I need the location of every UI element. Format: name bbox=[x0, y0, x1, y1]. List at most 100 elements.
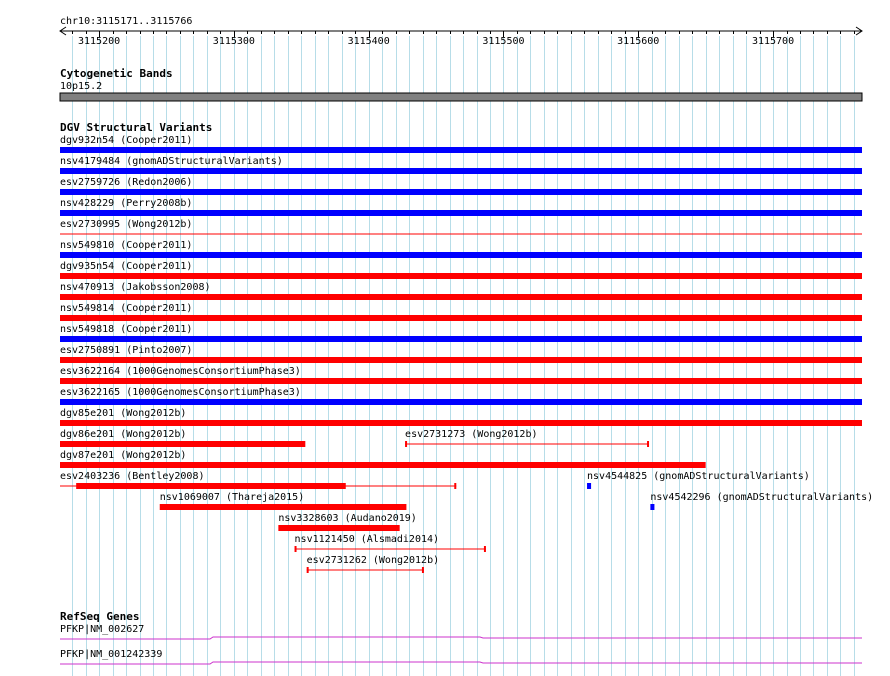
dgv-feature-bar[interactable] bbox=[60, 210, 862, 216]
dgv-feature-end-cap bbox=[647, 441, 650, 447]
region-label: chr10:3115171..3115766 bbox=[60, 16, 192, 27]
dgv-feature-bar[interactable] bbox=[60, 252, 862, 258]
dgv-feature[interactable]: dgv85e201 (Wong2012b) bbox=[60, 408, 862, 426]
dgv-feature[interactable]: dgv87e201 (Wong2012b) bbox=[60, 450, 706, 468]
dgv-feature[interactable]: nsv470913 (Jakobsson2008) bbox=[60, 282, 862, 300]
dgv-feature-label: esv2731273 (Wong2012b) bbox=[405, 429, 537, 440]
dgv-feature-label: esv2403236 (Bentley2008) bbox=[60, 471, 205, 482]
dgv-feature[interactable]: nsv4542296 (gnomADStructuralVariants) bbox=[650, 492, 873, 510]
dgv-feature[interactable]: esv2759726 (Redon2006) bbox=[60, 177, 862, 195]
dgv-feature-label: nsv1069007 (Thareja2015) bbox=[160, 492, 305, 503]
dgv-feature-label: nsv4544825 (gnomADStructuralVariants) bbox=[587, 471, 810, 482]
dgv-feature-bar[interactable] bbox=[60, 189, 862, 195]
dgv-features: dgv932n54 (Cooper2011) nsv4179484 (gnomAD… bbox=[60, 135, 873, 573]
refseq-gene-label: PFKP|NM_002627 bbox=[60, 624, 144, 635]
dgv-feature-bar[interactable] bbox=[60, 357, 862, 363]
dgv-feature[interactable]: esv2730995 (Wong2012b) bbox=[60, 219, 862, 235]
dgv-feature-bar[interactable] bbox=[650, 504, 655, 510]
grid-lines bbox=[72, 36, 855, 676]
ruler-tick-label: 3115400 bbox=[348, 36, 390, 47]
dgv-feature-bar[interactable] bbox=[60, 315, 862, 321]
ruler-right-arrow-icon[interactable] bbox=[855, 26, 863, 36]
dgv-feature-label: esv2731262 (Wong2012b) bbox=[307, 555, 439, 566]
dgv-feature-bar[interactable] bbox=[587, 483, 592, 489]
dgv-feature[interactable]: nsv1069007 (Thareja2015) bbox=[159, 492, 407, 510]
dgv-feature-end-cap bbox=[421, 567, 424, 573]
dgv-feature-label: dgv935n54 (Cooper2011) bbox=[60, 261, 192, 272]
dgv-feature[interactable]: nsv549814 (Cooper2011) bbox=[60, 303, 862, 321]
ruler-left-arrow-icon[interactable] bbox=[59, 26, 67, 36]
dgv-feature-label: nsv428229 (Perry2008b) bbox=[60, 198, 192, 209]
dgv-feature-label: dgv85e201 (Wong2012b) bbox=[60, 408, 186, 419]
ruler-tick-label: 3115600 bbox=[617, 36, 659, 47]
dgv-feature-bar[interactable] bbox=[60, 378, 862, 384]
dgv-feature-label: esv2759726 (Redon2006) bbox=[60, 177, 192, 188]
dgv-feature[interactable]: nsv549818 (Cooper2011) bbox=[60, 324, 862, 342]
dgv-feature-label: esv2730995 (Wong2012b) bbox=[60, 219, 192, 230]
dgv-feature-bar[interactable] bbox=[60, 336, 862, 342]
dgv-feature[interactable]: dgv935n54 (Cooper2011) bbox=[60, 261, 862, 279]
dgv-feature[interactable]: esv2403236 (Bentley2008) bbox=[60, 471, 457, 489]
dgv-feature-label: nsv1121450 (Alsmadi2014) bbox=[295, 534, 440, 545]
dgv-feature[interactable]: dgv86e201 (Wong2012b) bbox=[60, 429, 306, 447]
dgv-feature-bar[interactable] bbox=[60, 273, 862, 279]
dgv-feature-bar[interactable] bbox=[60, 168, 862, 174]
dgv-feature-bar[interactable] bbox=[60, 420, 862, 426]
ruler-track: chr10:3115171..3115766 3115200 3115300 311… bbox=[59, 16, 863, 47]
dgv-feature-bar[interactable] bbox=[60, 462, 706, 468]
ruler-tick-label: 3115700 bbox=[752, 36, 794, 47]
ruler-ticks: 3115200 3115300 3115400 3115500 3115600 31157… bbox=[72, 31, 855, 47]
dgv-feature[interactable]: nsv4544825 (gnomADStructuralVariants) bbox=[587, 471, 810, 489]
dgv-feature-end-cap bbox=[306, 567, 309, 573]
dgv-feature[interactable]: esv2731262 (Wong2012b) bbox=[306, 555, 439, 573]
dgv-feature-end-cap bbox=[294, 546, 297, 552]
dgv-feature-label: nsv549810 (Cooper2011) bbox=[60, 240, 192, 251]
cytoband-bar[interactable] bbox=[59, 92, 863, 102]
ruler-tick-label: 3115500 bbox=[482, 36, 524, 47]
track-title-dgv: DGV Structural Variants bbox=[60, 121, 212, 134]
band-label: 10p15.2 bbox=[60, 81, 102, 92]
ruler-tick-label: 3115300 bbox=[213, 36, 255, 47]
dgv-feature-bar[interactable] bbox=[159, 504, 407, 510]
dgv-feature-label: nsv470913 (Jakobsson2008) bbox=[60, 282, 211, 293]
track-title-refseq: RefSeq Genes bbox=[60, 610, 139, 623]
dgv-feature-bar[interactable] bbox=[278, 525, 400, 531]
dgv-feature-bar[interactable] bbox=[60, 294, 862, 300]
dgv-feature-end-cap bbox=[454, 483, 457, 489]
refseq-gene[interactable]: PFKP|NM_002627 bbox=[60, 624, 862, 640]
dgv-feature[interactable]: esv2750891 (Pinto2007) bbox=[60, 345, 862, 363]
dgv-feature-label: nsv549814 (Cooper2011) bbox=[60, 303, 192, 314]
dgv-feature-label: esv3622164 (1000GenomesConsortiumPhase3) bbox=[60, 366, 301, 377]
dgv-feature-bar[interactable] bbox=[60, 147, 862, 153]
dgv-feature-label: nsv4179484 (gnomADStructuralVariants) bbox=[60, 156, 283, 167]
dgv-feature-label: esv2750891 (Pinto2007) bbox=[60, 345, 192, 356]
dgv-feature[interactable]: nsv549810 (Cooper2011) bbox=[60, 240, 862, 258]
track-title-cytoband: Cytogenetic Bands bbox=[60, 67, 173, 80]
dgv-feature-end-cap bbox=[405, 441, 408, 447]
dgv-feature-thick-part[interactable] bbox=[76, 483, 346, 489]
dgv-feature[interactable]: esv3622165 (1000GenomesConsortiumPhase3) bbox=[60, 387, 862, 405]
refseq-genes: PFKP|NM_002627 PFKP|NM_001242339 bbox=[60, 624, 862, 665]
dgv-track: DGV Structural Variants dgv932n54 (Coope… bbox=[60, 121, 873, 573]
dgv-feature-bar[interactable] bbox=[60, 441, 306, 447]
refseq-track: RefSeq Genes PFKP|NM_002627 PFKP|NM_00124… bbox=[60, 610, 862, 665]
cytoband-track: Cytogenetic Bands 10p15.2 bbox=[59, 67, 863, 102]
dgv-feature[interactable]: esv2731273 (Wong2012b) bbox=[405, 429, 650, 447]
dgv-feature[interactable]: nsv4179484 (gnomADStructuralVariants) bbox=[60, 156, 862, 174]
refseq-gene-label: PFKP|NM_001242339 bbox=[60, 649, 162, 660]
dgv-feature[interactable]: dgv932n54 (Cooper2011) bbox=[60, 135, 862, 153]
refseq-gene[interactable]: PFKP|NM_001242339 bbox=[60, 649, 862, 665]
dgv-feature-bar[interactable] bbox=[60, 399, 862, 405]
dgv-feature[interactable]: nsv428229 (Perry2008b) bbox=[60, 198, 862, 216]
refseq-gene-intron-line[interactable] bbox=[60, 636, 862, 640]
dgv-feature-label: dgv86e201 (Wong2012b) bbox=[60, 429, 186, 440]
dgv-feature[interactable]: esv3622164 (1000GenomesConsortiumPhase3) bbox=[60, 366, 862, 384]
dgv-feature[interactable]: nsv3328603 (Audano2019) bbox=[278, 513, 417, 531]
dgv-feature-label: nsv549818 (Cooper2011) bbox=[60, 324, 192, 335]
dgv-feature-end-cap bbox=[483, 546, 486, 552]
ruler-tick-label: 3115200 bbox=[78, 36, 120, 47]
refseq-gene-intron-line[interactable] bbox=[60, 661, 862, 665]
dgv-feature[interactable]: nsv1121450 (Alsmadi2014) bbox=[294, 534, 486, 552]
dgv-feature-label: nsv3328603 (Audano2019) bbox=[278, 513, 416, 524]
